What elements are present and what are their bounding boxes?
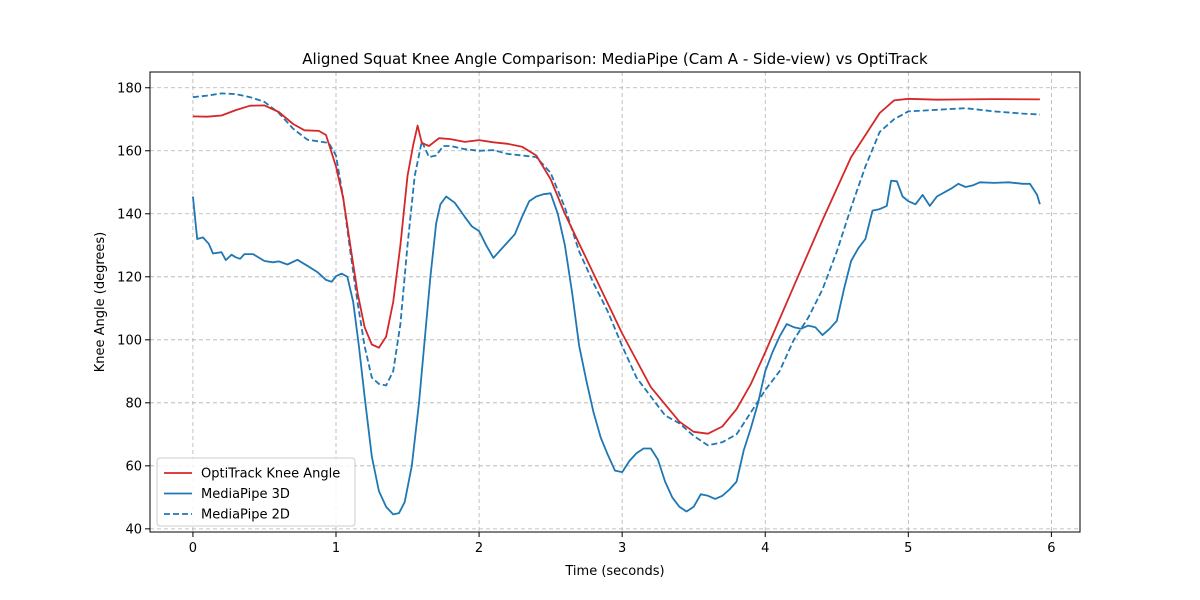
x-tick-label: 1 bbox=[332, 541, 340, 556]
legend-box bbox=[156, 457, 356, 527]
y-tick-label: 180 bbox=[117, 81, 142, 96]
series-lines bbox=[192, 92, 1041, 516]
y-tick-label: 100 bbox=[117, 333, 142, 348]
legend-label: MediaPipe 2D bbox=[201, 508, 290, 523]
x-tick-label: 2 bbox=[475, 541, 483, 556]
series-line-optitrack-knee-angle bbox=[192, 97, 1040, 435]
legend: OptiTrack Knee Angle MediaPipe 3D MediaPip… bbox=[156, 457, 356, 527]
axis-ticks: 0 1 2 3 4 5 6 40 60 80 100 120 140 160 180 bbox=[117, 81, 1055, 556]
legend-label: OptiTrack Knee Angle bbox=[201, 467, 340, 482]
y-tick-label: 120 bbox=[117, 270, 142, 285]
y-tick-label: 40 bbox=[125, 522, 142, 537]
x-tick-label: 0 bbox=[189, 541, 197, 556]
y-axis-label: Knee Angle (degrees) bbox=[93, 232, 108, 373]
legend-label: MediaPipe 3D bbox=[201, 487, 290, 502]
x-axis-label: Time (seconds) bbox=[564, 564, 664, 579]
x-tick-label: 5 bbox=[904, 541, 912, 556]
y-tick-label: 140 bbox=[117, 207, 142, 222]
y-tick-label: 80 bbox=[125, 396, 142, 411]
plot-frame bbox=[149, 71, 1081, 533]
y-tick-label: 60 bbox=[125, 459, 142, 474]
x-tick-label: 6 bbox=[1047, 541, 1055, 556]
y-tick-label: 160 bbox=[117, 144, 142, 159]
x-tick-label: 4 bbox=[761, 541, 769, 556]
series-line-mediapipe-3d bbox=[192, 179, 1041, 516]
series-line-mediapipe-2d bbox=[192, 92, 1040, 447]
chart-title: Aligned Squat Knee Angle Comparison: Med… bbox=[302, 50, 928, 68]
x-tick-label: 3 bbox=[618, 541, 626, 556]
